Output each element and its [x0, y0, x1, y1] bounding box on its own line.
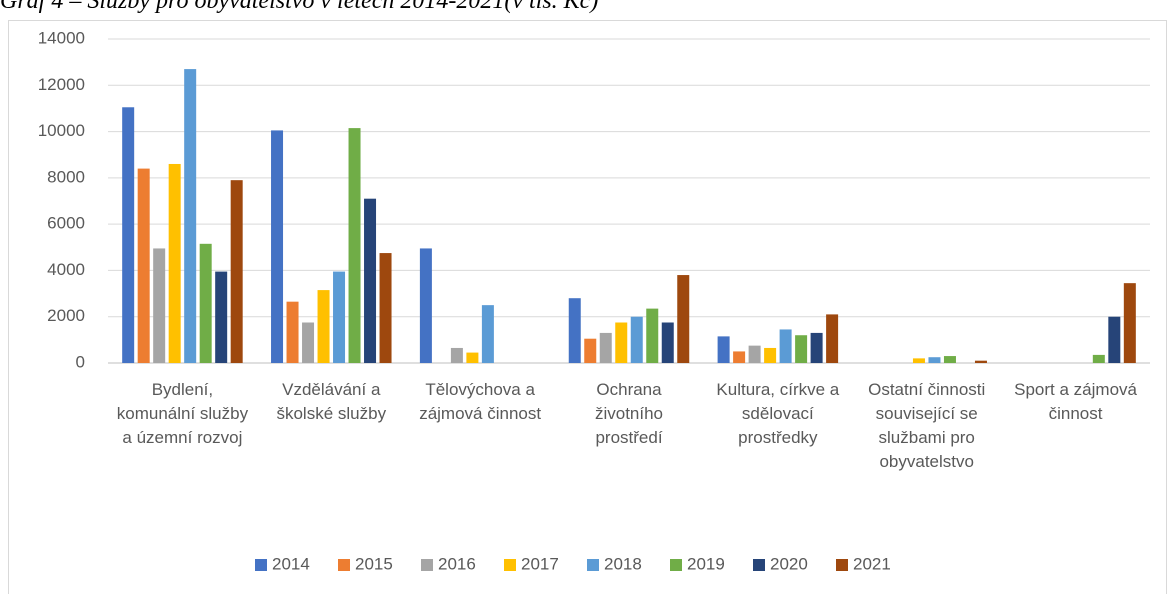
bar: [717, 336, 730, 363]
bar: [230, 180, 243, 363]
bar: [1092, 354, 1105, 363]
bar: [466, 352, 479, 363]
bar: [826, 314, 839, 363]
legend-swatch: [587, 559, 599, 571]
bar: [199, 243, 212, 363]
bar: [748, 345, 761, 363]
x-tick-label: Ochrana životního prostředí: [594, 380, 664, 447]
bar: [122, 107, 135, 364]
x-tick-label: Bydlení, komunální služby a územní rozvo…: [116, 380, 249, 447]
bar: [764, 347, 777, 363]
bar: [646, 308, 659, 363]
bar: [137, 168, 150, 363]
bar: [810, 332, 823, 363]
bar: [481, 305, 494, 363]
bar: [630, 316, 643, 363]
bar: [271, 130, 284, 363]
legend-swatch: [338, 559, 350, 571]
legend-swatch: [421, 559, 433, 571]
bar: [317, 290, 330, 363]
legend-label: 2015: [355, 554, 393, 573]
y-tick-label: 6000: [47, 214, 85, 233]
legend-label: 2020: [770, 554, 808, 573]
y-tick-label: 12000: [38, 75, 85, 94]
x-tick-label: Kultura, církve a sdělovací prostředky: [716, 380, 840, 447]
bar: [599, 332, 612, 363]
legend-label: 2016: [438, 554, 476, 573]
legend-label: 2017: [521, 554, 559, 573]
x-tick-label: Vzdělávání a školské služby: [276, 380, 387, 423]
legend-swatch: [670, 559, 682, 571]
legend-swatch: [836, 559, 848, 571]
bar: [419, 248, 432, 363]
x-tick-label: Tělovýchova a zájmová činnost: [419, 380, 542, 423]
bar: [450, 347, 463, 363]
bar: [302, 322, 315, 363]
bar: [928, 357, 941, 363]
legend-swatch: [255, 559, 267, 571]
y-tick-label: 14000: [38, 28, 85, 47]
bar: [943, 356, 956, 363]
bar: [364, 198, 377, 363]
bar: [974, 360, 987, 363]
x-tick-label: Ostatní činnosti související se službami…: [868, 380, 986, 471]
bar: [379, 253, 392, 363]
legend-swatch: [504, 559, 516, 571]
bar: [1108, 316, 1121, 363]
legend-label: 2014: [272, 554, 310, 573]
bar: [733, 351, 746, 363]
bar: [912, 358, 925, 363]
x-tick-label: Sport a zájmová činnost: [1014, 380, 1137, 423]
bar: [661, 322, 674, 363]
bar: [795, 335, 808, 363]
bar: [348, 128, 361, 363]
bar: [677, 275, 690, 363]
bar: [779, 329, 792, 363]
y-tick-label: 0: [76, 352, 85, 371]
chart-border: [8, 20, 1167, 594]
bar: [584, 338, 597, 363]
bar: [184, 69, 197, 363]
bar: [215, 271, 228, 363]
y-tick-label: 10000: [38, 121, 85, 140]
bar: [568, 298, 581, 363]
legend-label: 2018: [604, 554, 642, 573]
bar: [153, 248, 166, 363]
legend-label: 2019: [687, 554, 725, 573]
y-tick-label: 4000: [47, 260, 85, 279]
bar: [1123, 283, 1136, 363]
bar: [333, 271, 346, 363]
bar: [286, 301, 299, 363]
chart-title: Graf 4 – Služby pro obyvatelstvo v letec…: [0, 0, 599, 14]
legend-swatch: [753, 559, 765, 571]
bar: [615, 322, 628, 363]
y-tick-label: 2000: [47, 306, 85, 325]
legend-label: 2021: [853, 554, 891, 573]
bar: [168, 163, 181, 363]
y-tick-label: 8000: [47, 167, 85, 186]
